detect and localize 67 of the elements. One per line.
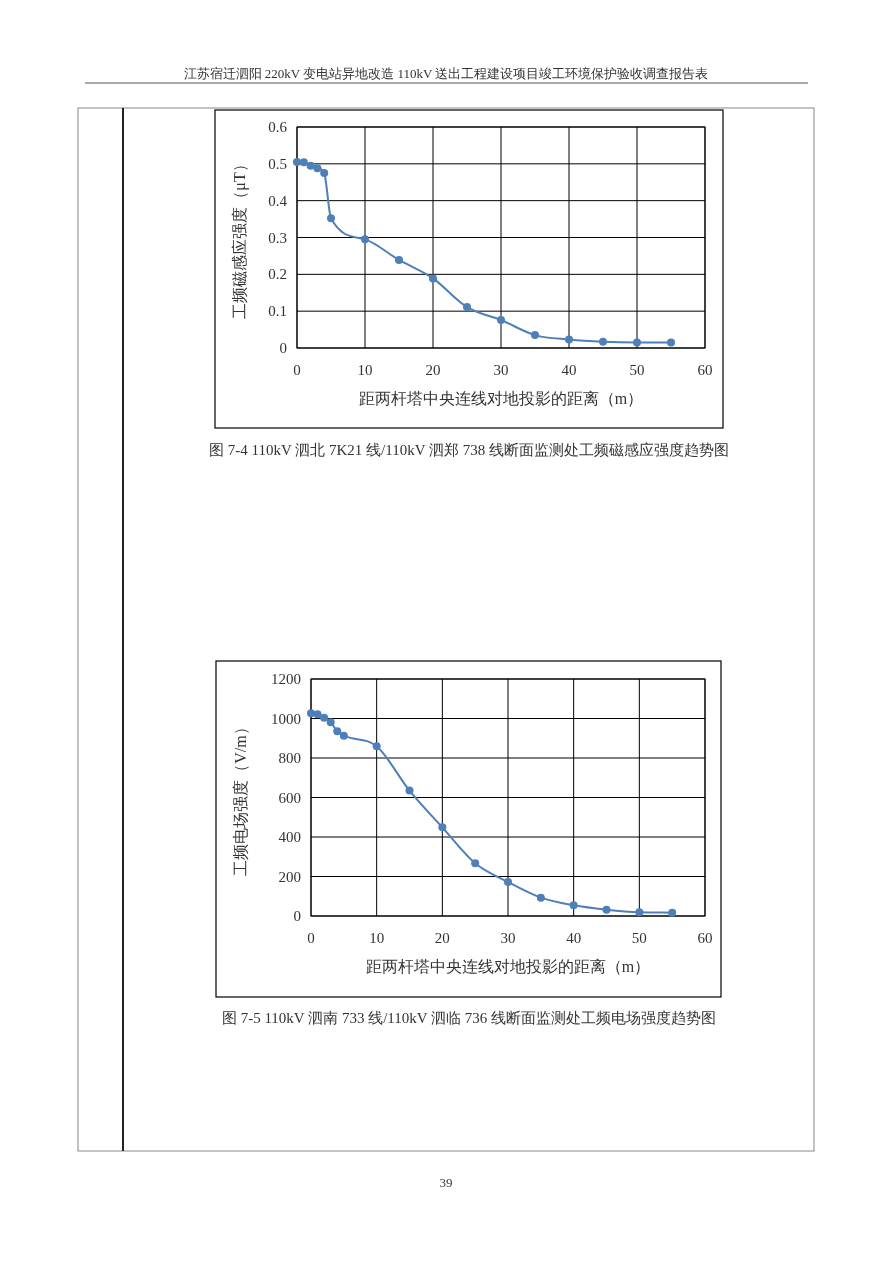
y-tick-label: 0.1 [268, 303, 287, 320]
x-tick-label: 30 [493, 362, 509, 378]
point [307, 709, 315, 718]
point [372, 742, 381, 751]
text: 图 7-5 110kV 泗南 733 线/110kV 泗临 736 线断面监测处工频电场强度趋势图 [221, 1010, 717, 1026]
point [313, 164, 322, 173]
point [320, 713, 329, 722]
point [633, 338, 641, 347]
y-tick-label: 0.2 [268, 266, 287, 283]
y-tick-label: 0.3 [268, 229, 287, 246]
y-tick-label: 0 [293, 908, 301, 924]
y-tick-label: 600 [278, 789, 301, 806]
text: 图 7-4 110kV 泗北 7K21 线/110kV 泗郑 738 线断面监测处工频磁感应强度趋势图 [208, 442, 730, 458]
x-axis-title: 距两杆塔中央连线对地投影的距离（m） [358, 390, 644, 407]
x-tick-label: 50 [629, 362, 645, 378]
x-tick-label: 60 [697, 930, 713, 946]
x-tick-label: 20 [434, 930, 450, 946]
point [320, 169, 329, 178]
x-tick-label: 10 [369, 930, 385, 946]
point [327, 214, 335, 223]
x-tick-label: 40 [566, 930, 582, 946]
point [667, 338, 675, 347]
y-tick-label: 400 [278, 829, 301, 845]
point [497, 316, 505, 325]
point [339, 731, 348, 740]
y-axis-title: 工频电场强度（V/m） [232, 719, 249, 876]
x-tick-label: 50 [631, 930, 647, 946]
point [405, 786, 414, 795]
point [504, 878, 512, 887]
point [463, 303, 471, 312]
y-tick-label: 0.6 [268, 119, 288, 135]
x-tick-label: 20 [425, 362, 441, 378]
point [471, 859, 480, 868]
x-tick-label: 30 [500, 930, 516, 946]
point [361, 235, 369, 244]
x-tick-label: 0 [307, 930, 315, 946]
point [599, 337, 607, 346]
point [313, 710, 322, 719]
y-tick-label: 1200 [271, 671, 301, 687]
point [635, 908, 644, 917]
point [438, 823, 447, 832]
point [668, 908, 677, 917]
y-tick-label: 200 [278, 868, 301, 885]
point [293, 157, 301, 166]
point [326, 718, 335, 727]
point [299, 158, 308, 167]
x-tick-label: 10 [357, 362, 373, 378]
point [565, 335, 573, 344]
point [429, 274, 437, 283]
y-tick-label: 0.4 [268, 192, 288, 209]
y-tick-label: 1000 [271, 710, 301, 727]
point [531, 331, 539, 340]
point [333, 727, 342, 736]
y-axis-title: 工频磁感应强度（μT） [231, 156, 249, 319]
point [569, 901, 578, 910]
x-tick-label: 60 [697, 362, 713, 378]
point [306, 161, 315, 170]
x-tick-label: 40 [561, 362, 577, 378]
y-tick-label: 0 [279, 340, 287, 356]
x-axis-title: 距两杆塔中央连线对地投影的距离（m） [365, 958, 651, 975]
y-tick-label: 0.5 [268, 155, 287, 172]
text: 39 [439, 1175, 453, 1190]
text: 江苏宿迁泗阳 220kV 变电站异地改造 110kV 送出工程建设项目竣工环境保护验收调查报告表 [183, 66, 709, 81]
point [602, 905, 611, 914]
y-tick-label: 800 [278, 750, 301, 766]
point [536, 893, 545, 902]
point [395, 255, 403, 264]
